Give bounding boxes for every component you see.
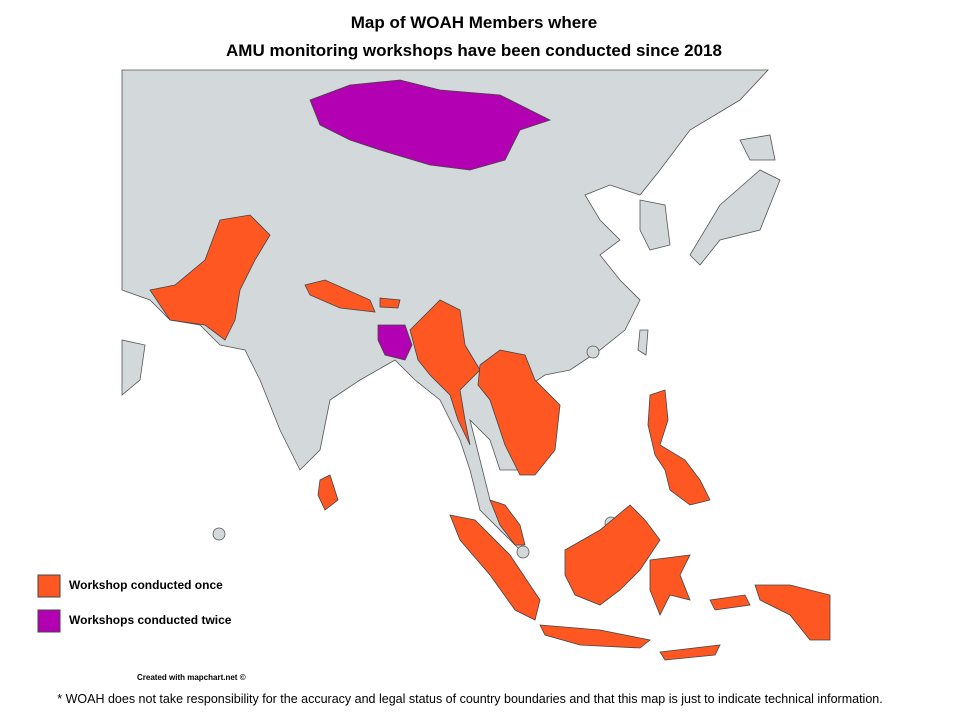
country bbox=[564, 504, 661, 606]
land bbox=[637, 329, 649, 356]
country bbox=[754, 584, 831, 641]
land bbox=[739, 134, 776, 161]
title-line: Map of WOAH Members where bbox=[351, 13, 598, 32]
country bbox=[649, 554, 691, 616]
legend-swatch bbox=[37, 609, 61, 633]
country bbox=[304, 279, 376, 313]
country bbox=[309, 79, 552, 171]
country bbox=[539, 624, 651, 649]
land bbox=[689, 169, 781, 266]
legend-swatch bbox=[37, 574, 61, 598]
country bbox=[449, 514, 541, 621]
map bbox=[121, 69, 831, 661]
land bbox=[121, 339, 146, 396]
country bbox=[377, 324, 413, 361]
country bbox=[149, 214, 271, 341]
island bbox=[516, 545, 530, 559]
country bbox=[647, 389, 711, 506]
country bbox=[489, 499, 526, 546]
country bbox=[317, 474, 339, 511]
country bbox=[379, 297, 401, 309]
country bbox=[477, 349, 561, 476]
island bbox=[212, 527, 226, 541]
island bbox=[586, 345, 600, 359]
legend-label: Workshops conducted twice bbox=[69, 613, 232, 627]
legend-label: Workshop conducted once bbox=[69, 578, 223, 592]
credit: Created with mapchart.net © bbox=[137, 673, 246, 682]
country bbox=[409, 299, 481, 446]
footnote: * WOAH does not take responsibility for … bbox=[57, 692, 882, 706]
country bbox=[709, 594, 751, 611]
country bbox=[659, 644, 721, 661]
title-line: AMU monitoring workshops have been condu… bbox=[226, 41, 722, 60]
land bbox=[639, 199, 671, 251]
